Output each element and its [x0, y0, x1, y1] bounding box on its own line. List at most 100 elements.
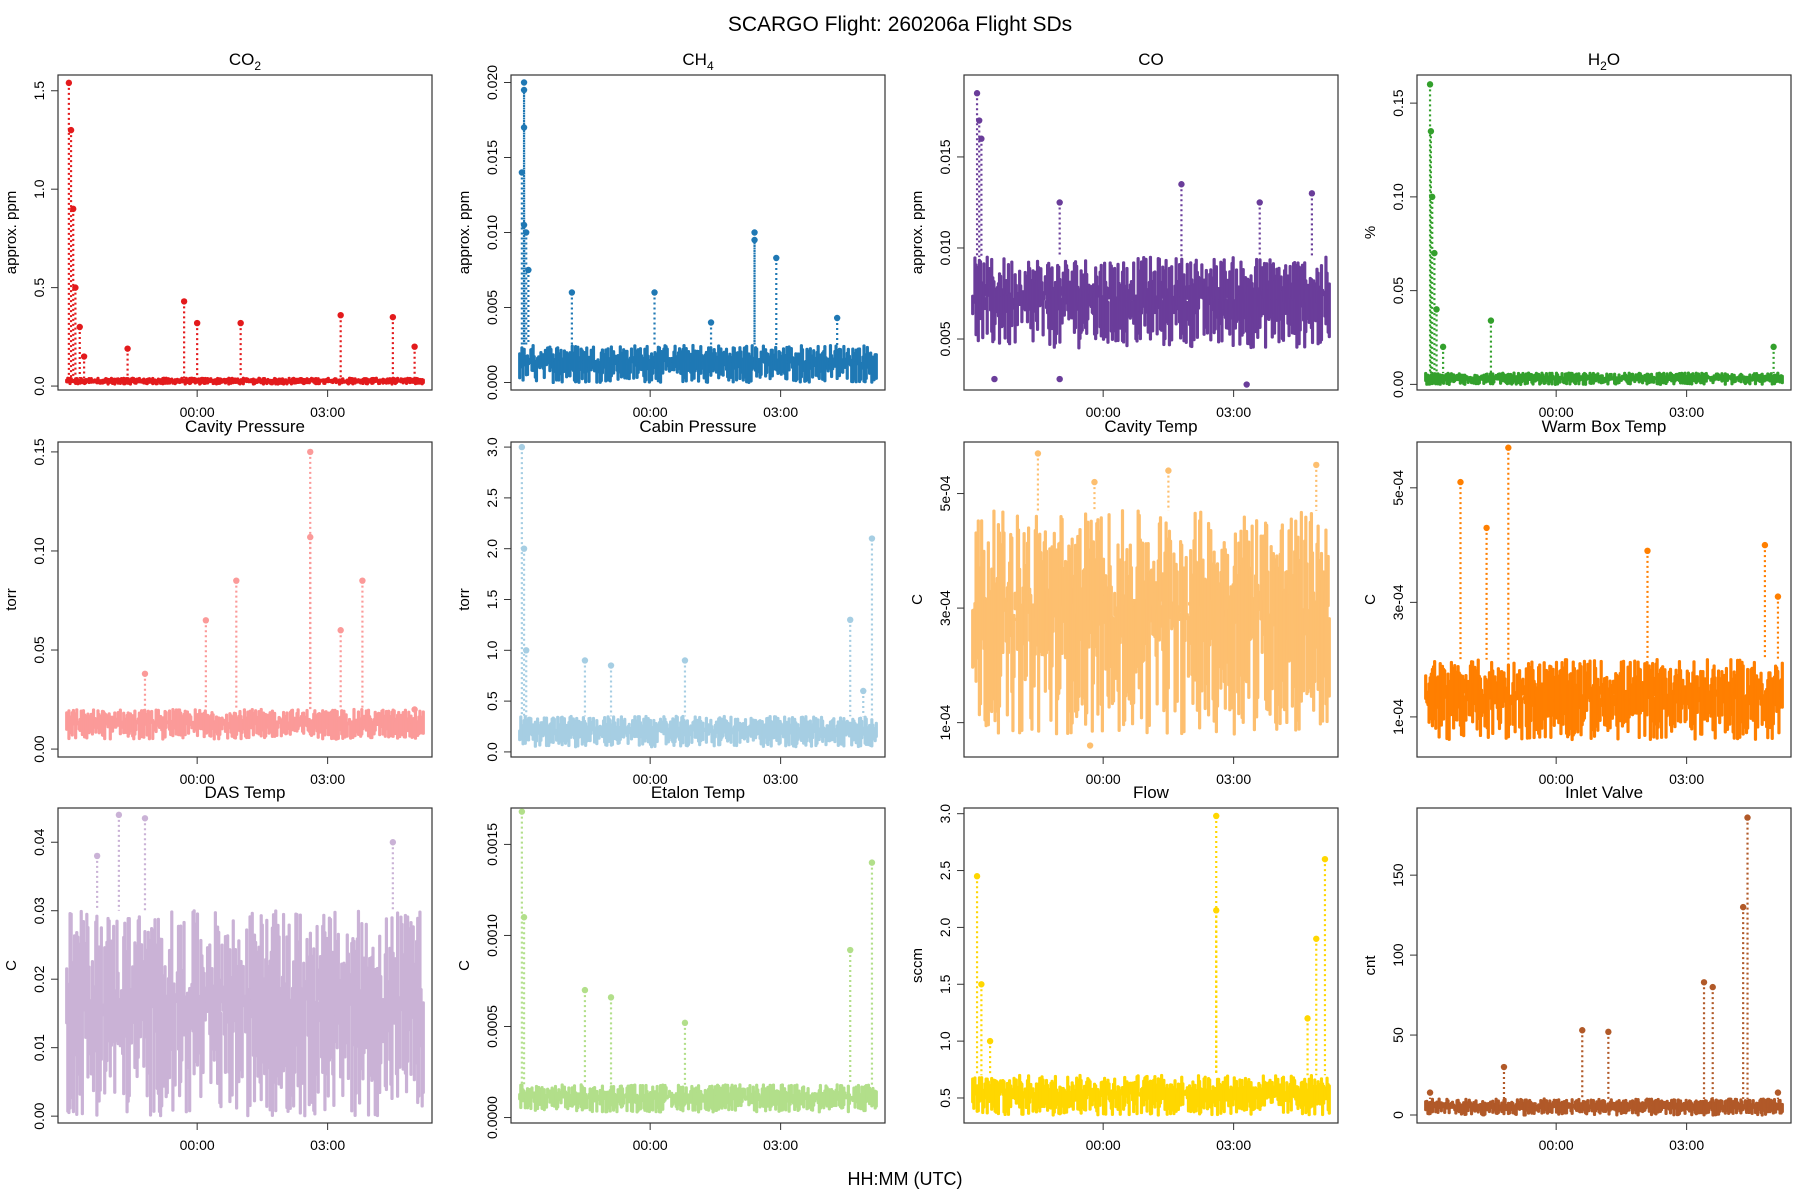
data-point: [1761, 541, 1769, 549]
panel-title-main: H: [1588, 50, 1600, 69]
data-point: [523, 647, 530, 654]
data-point: [1457, 478, 1464, 486]
data-point: [520, 545, 528, 552]
panel-5: Cavity Pressure torr 0.00 0.05 0.10 0.15 00:00…: [3, 417, 433, 787]
x-tick-label: 00:00: [633, 771, 668, 787]
data-point: [1433, 306, 1440, 313]
y-tick-label: 2.5: [484, 488, 500, 508]
panel-title: Cabin Pressure: [639, 417, 756, 436]
y-tick-label: 100: [1390, 943, 1406, 967]
panel-7: Cavity Temp C 1e-04 3e-04 5e-04 00:00 03:00: [909, 417, 1339, 787]
data-point: [1426, 1089, 1434, 1096]
data-point: [1774, 1089, 1782, 1096]
y-tick-label: 3e-04: [937, 590, 953, 626]
y-axis-label: approx. ppm: [3, 191, 20, 274]
plot-frame: [57, 807, 433, 1124]
panel-title: CH4: [682, 50, 714, 73]
panel-title: CO2: [229, 50, 262, 73]
data-point: [141, 670, 149, 677]
x-tick-label: 00:00: [1086, 404, 1121, 420]
y-tick-label: 0: [1390, 1111, 1406, 1119]
x-tick-label: 03:00: [310, 771, 345, 787]
data-point: [1487, 317, 1495, 324]
panel-title: Etalon Temp: [651, 783, 745, 802]
data-point: [1321, 855, 1329, 863]
plot-frame: [57, 441, 433, 758]
data-point: [337, 627, 344, 634]
panel-title: H2O: [1588, 50, 1620, 73]
panel-11: Flow sccm 0.5 1.0 1.5 2.0 2.5 3.0 00:00 03:00: [909, 783, 1339, 1153]
panel-title-main: DAS Temp: [205, 783, 286, 802]
data-point: [1178, 181, 1185, 188]
data-point: [411, 706, 418, 713]
x-tick-label: 03:00: [310, 404, 345, 420]
x-tick-label: 03:00: [1669, 771, 1704, 787]
y-axis-label: sccm: [909, 948, 926, 983]
y-tick-label: 0.010: [937, 230, 953, 265]
panel-title-main: Cavity Temp: [1104, 417, 1197, 436]
data-point: [973, 90, 981, 97]
data-point: [518, 808, 526, 815]
plot-frame: [1416, 441, 1792, 758]
data-point: [681, 1019, 689, 1027]
y-tick-label: 0.015: [937, 139, 953, 174]
data-point: [525, 266, 532, 274]
data-point: [520, 79, 528, 86]
panel-title: CO: [1138, 50, 1164, 69]
data-point: [860, 687, 867, 695]
data-point: [1426, 81, 1434, 88]
y-tick-label: 0.05: [31, 636, 47, 663]
y-tick-label: 1.5: [937, 974, 953, 994]
data-point: [93, 852, 101, 860]
y-tick-label: 2.0: [937, 917, 953, 937]
x-tick-label: 00:00: [180, 404, 215, 420]
panel-title: Warm Box Temp: [1542, 417, 1667, 436]
data-point: [520, 86, 528, 94]
panel-8: Warm Box Temp C 1e-04 3e-04 5e-04 00:00 03:00: [1362, 417, 1792, 787]
data-point: [141, 815, 149, 822]
data-point: [237, 319, 244, 327]
panel-title-main: CO: [1138, 50, 1164, 69]
panel-10: Etalon Temp C 0.0000 0.0005 0.0010 0.0015 00:0…: [456, 783, 886, 1153]
data-point: [607, 662, 615, 669]
y-tick-label: 0.00: [1390, 371, 1406, 398]
x-tick-label: 00:00: [1539, 771, 1574, 787]
data-point: [193, 319, 201, 327]
data-point: [1505, 444, 1512, 451]
data-point: [307, 448, 314, 456]
panel-6: Cabin Pressure torr 0.0 0.5 1.0 1.5 2.0 2.5 3.0 0…: [456, 417, 886, 787]
data-point: [1431, 249, 1438, 257]
data-point: [518, 443, 526, 451]
y-tick-label: 1.0: [31, 179, 47, 199]
data-point: [520, 124, 528, 131]
x-tick-label: 00:00: [1539, 404, 1574, 420]
y-axis-label: approx. ppm: [909, 191, 926, 274]
data-point: [523, 229, 530, 236]
y-axis-label: C: [3, 960, 20, 971]
data-series: [518, 443, 878, 749]
y-tick-label: 5e-04: [1390, 470, 1406, 506]
data-point: [973, 873, 981, 880]
data-point: [568, 289, 576, 296]
data-point: [1500, 1063, 1508, 1071]
y-tick-label: 0.015: [484, 140, 500, 175]
data-point: [986, 1037, 994, 1045]
x-tick-label: 00:00: [633, 1137, 668, 1153]
panel-title-subscript: 2: [1600, 59, 1607, 73]
data-point: [607, 994, 615, 1001]
data-point: [1744, 814, 1751, 821]
data-point: [1739, 903, 1747, 911]
x-tick-label: 03:00: [1669, 404, 1704, 420]
y-tick-label: 0.010: [484, 215, 500, 250]
data-series: [65, 79, 425, 386]
y-tick-label: 1e-04: [937, 705, 953, 741]
data-series: [971, 450, 1331, 749]
data-point: [202, 617, 210, 624]
panel-title: Cavity Pressure: [185, 417, 305, 436]
panel-title-main: Cabin Pressure: [639, 417, 756, 436]
x-tick-label: 03:00: [310, 1137, 345, 1153]
data-point: [1313, 935, 1320, 942]
data-series: [518, 79, 878, 385]
